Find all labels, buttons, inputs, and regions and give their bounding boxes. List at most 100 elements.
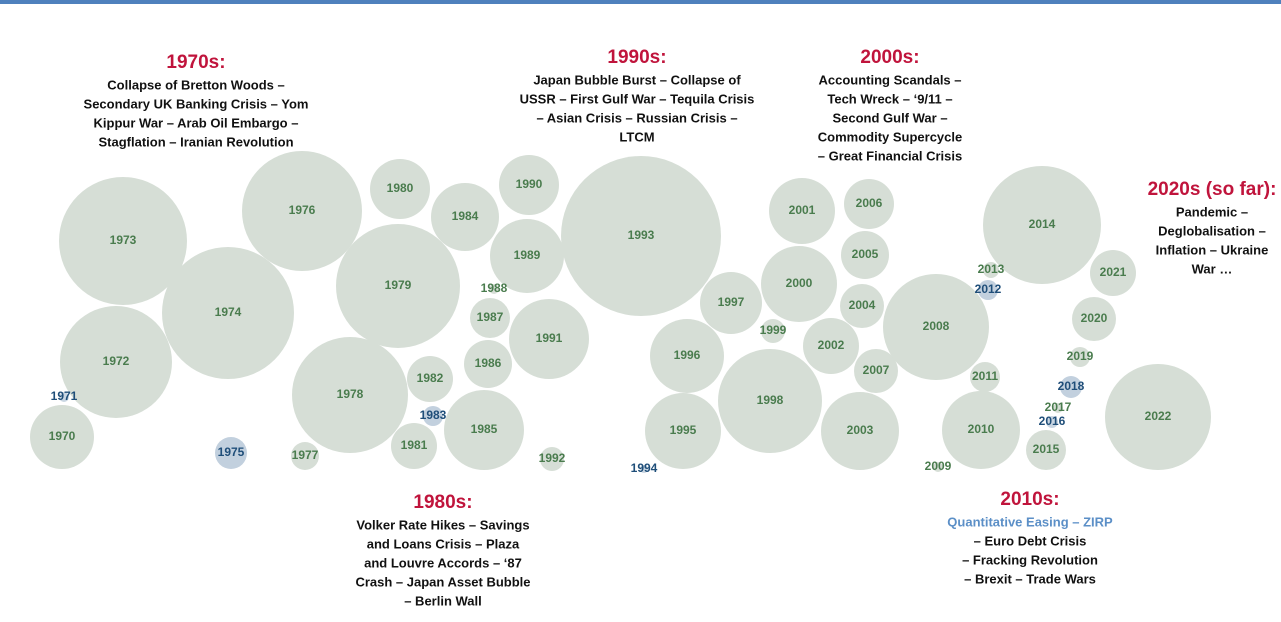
bubble [423,406,443,426]
bubble-label: 2004 [849,298,876,312]
bubble [854,349,898,393]
bubble [1053,403,1063,413]
bubble-label: 2021 [1100,265,1127,279]
bubble-label: 1999 [760,323,787,337]
decade-line: Secondary UK Banking Crisis – Yom [84,96,309,111]
bubble [840,284,884,328]
bubble [336,224,460,348]
bubble-label: 1977 [292,448,319,462]
decade-line: and Louvre Accords – ‘87 [364,555,522,570]
bubble-label: 1981 [401,438,428,452]
bubble [470,298,510,338]
bubble-label: 1988 [481,281,508,295]
decade-title: 1990s: [607,47,666,68]
bubble-label: 2001 [789,203,816,217]
bubble-label: 1996 [674,348,701,362]
bubble-label: 1992 [539,451,566,465]
bubble [242,151,362,271]
bubble-label: 2011 [972,369,998,383]
bubble [370,159,430,219]
decade-line: Accounting Scandals – [818,72,961,87]
decade-title: 2020s (so far): [1148,179,1277,200]
bubble [291,442,319,470]
bubble-label: 1972 [103,354,130,368]
bubble [561,156,721,316]
bubble-label: 2006 [856,196,883,210]
bubble [490,219,564,293]
decade-highlight: Quantitative Easing – ZIRP [947,514,1113,529]
bubble [60,306,172,418]
bubble [700,272,762,334]
decade-line: Crash – Japan Asset Bubble [355,574,530,589]
bubble-label: 1986 [475,356,502,370]
decade-line: Stagflation – Iranian Revolution [98,134,293,149]
bubble [444,390,524,470]
bubble [1105,364,1211,470]
bubble-label: 1976 [289,203,316,217]
decade-line: Volker Rate Hikes – Savings [356,517,529,532]
bubble [933,462,943,472]
decade-title: 1980s: [413,492,472,513]
bubble [407,356,453,402]
bubble-label: 1974 [215,305,242,319]
bubble [970,362,1000,392]
bubble [841,231,889,279]
bubble [983,166,1101,284]
bubble [1090,250,1136,296]
bubble-label: 2007 [863,363,890,377]
bubble [769,178,835,244]
bubble [1072,297,1116,341]
decade-line: Second Gulf War – [832,110,947,125]
decade-line: Japan Bubble Burst – Collapse of [533,72,741,87]
bubble [1070,347,1090,367]
bubble [718,349,822,453]
decade-line: – Great Financial Crisis [818,148,963,163]
decade-title: 2000s: [860,47,919,68]
bubble-label: 1997 [718,295,745,309]
bubble-label: 1989 [514,248,541,262]
decade-title: 1970s: [166,52,225,73]
bubble [215,437,247,469]
bubble [431,183,499,251]
decade-line: – Brexit – Trade Wars [964,571,1096,586]
bubble [844,179,894,229]
bubble [540,447,564,471]
bubble-label: 2010 [968,422,995,436]
bubble-label: 2016 [1039,414,1066,428]
bubble-label: 1973 [110,233,137,247]
decade-line: – Berlin Wall [404,593,482,608]
bubble [1046,416,1058,428]
bubble-label: 2013 [978,262,1005,276]
bubble [59,177,187,305]
bubble [499,155,559,215]
bubble-label: 2008 [923,319,950,333]
decade-line: Pandemic – [1176,204,1248,219]
bubble [761,246,837,322]
bubble-label: 1998 [757,393,784,407]
bubble [645,393,721,469]
decade-line: Tech Wreck – ‘9/11 – [827,91,952,106]
bubble [30,405,94,469]
bubble [942,391,1020,469]
bubble-label: 1994 [631,461,658,475]
bubble-label: 1993 [628,228,655,242]
bubble-label: 1970 [49,429,76,443]
bubble-label: 1995 [670,423,697,437]
decade-line: Inflation – Ukraine [1156,242,1269,257]
bubble-label: 2009 [925,459,952,473]
bubble [803,318,859,374]
decade-line: Commodity Supercycle [818,129,963,144]
bubble [821,392,899,470]
bubble-label: 2020 [1081,311,1108,325]
bubble-label: 1983 [420,408,447,422]
bubble-label: 1978 [337,387,364,401]
bubble-label: 1980 [387,181,414,195]
bubble [1026,430,1066,470]
bubble-label: 1984 [452,209,479,223]
bubble-label: 1979 [385,278,412,292]
decade-line: Deglobalisation – [1158,223,1266,238]
decade-line: Kippur War – Arab Oil Embargo – [94,115,299,130]
bubble [650,319,724,393]
